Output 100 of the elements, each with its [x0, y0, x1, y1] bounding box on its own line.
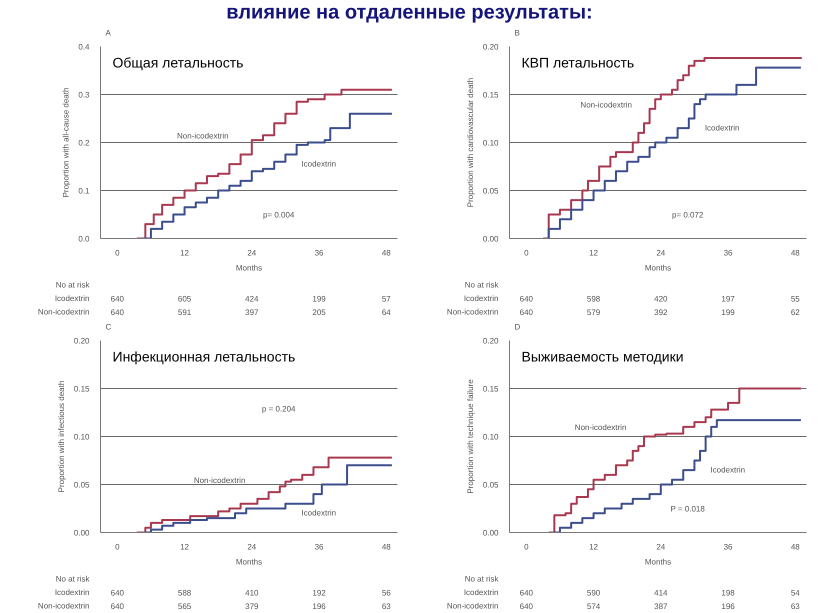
- text: 196: [312, 602, 326, 611]
- x-axis-title: Months: [644, 264, 672, 272]
- y-axis-title: Proportion with technique failure: [466, 378, 475, 494]
- text: A: [106, 28, 112, 38]
- text: Non-icodextrin: [574, 423, 626, 432]
- series-label: Icodextrin: [301, 508, 336, 518]
- text: Non-icodextrin: [177, 132, 229, 140]
- text: 574: [586, 602, 601, 611]
- text: 199: [312, 294, 326, 304]
- text: 640: [110, 308, 125, 317]
- y-tick-label: 0.05: [74, 480, 90, 490]
- y-tick-label: 0.10: [482, 432, 500, 442]
- x-tick-label: 48: [790, 542, 800, 552]
- x-tick-label: 36: [724, 248, 734, 258]
- x-tick-label: 0: [524, 542, 530, 552]
- text: Icodextrin: [54, 588, 90, 597]
- x-tick-label: 12: [589, 248, 599, 258]
- text: No at risk: [56, 280, 90, 290]
- x-tick-label: 12: [180, 542, 190, 552]
- text: No at risk: [464, 280, 500, 290]
- text: 54: [790, 588, 800, 598]
- text: 424: [245, 294, 260, 304]
- y-tick-label: 0.2: [78, 138, 90, 148]
- y-tick-label: 0.20: [482, 42, 500, 52]
- series-label: Icodextrin: [704, 124, 740, 132]
- text: 192: [312, 588, 326, 598]
- text: 62: [790, 308, 800, 317]
- y-tick-label: 0.1: [78, 186, 90, 196]
- text: 640: [520, 294, 534, 304]
- y-axis-title: Proportion with cardiovascular death: [466, 78, 475, 208]
- y-tick-label: 0.3: [78, 90, 90, 100]
- y-tick-label: 0.15: [74, 384, 90, 394]
- x-tick-label: 24: [656, 542, 666, 552]
- text: Non-icodextrin: [38, 307, 90, 316]
- text: 196: [721, 602, 736, 611]
- x-axis-title: Months: [236, 264, 262, 272]
- text: Icodextrin: [464, 294, 499, 303]
- x-tick-label: 0: [115, 542, 120, 552]
- text: 205: [312, 308, 326, 317]
- text: Non-icodextrin: [38, 601, 90, 610]
- text: D: [514, 322, 520, 332]
- y-axis-title: Proportion with all-cause death: [61, 88, 70, 198]
- text: 640: [110, 294, 125, 304]
- y-tick-label: 0.4: [78, 42, 90, 52]
- annotation: P = 0.018: [670, 504, 706, 514]
- annotation: p= 0.004: [263, 210, 295, 220]
- text: C: [106, 322, 112, 332]
- text: 588: [178, 588, 192, 598]
- text: Общая летальность: [112, 54, 244, 70]
- text: 64: [382, 308, 392, 317]
- text: 640: [520, 602, 534, 611]
- text: 640: [520, 588, 534, 598]
- text: Выживаемость методики: [522, 348, 684, 364]
- y-tick-label: 0.00: [482, 234, 500, 244]
- text: Инфекционная летальность: [112, 348, 296, 364]
- y-tick-label: 0.00: [74, 528, 90, 538]
- text: Non-icodextrin: [580, 100, 632, 110]
- text: 198: [721, 588, 736, 598]
- text: 598: [586, 294, 601, 304]
- text: 414: [654, 588, 668, 598]
- text: No at risk: [464, 574, 500, 584]
- text: 591: [178, 308, 192, 317]
- x-tick-label: 36: [724, 542, 734, 552]
- annotation: p = 0.204: [262, 404, 296, 414]
- text: 565: [178, 602, 192, 611]
- x-tick-label: 12: [180, 248, 190, 258]
- x-tick-label: 12: [589, 542, 599, 552]
- y-tick-label: 0.20: [482, 336, 500, 346]
- text: Non-icodextrin: [446, 307, 498, 316]
- text: 392: [654, 308, 668, 317]
- text: 397: [245, 308, 260, 317]
- text: 379: [245, 602, 260, 611]
- text: 640: [520, 308, 534, 317]
- text: 63: [382, 602, 392, 611]
- text: КВП летальность: [522, 54, 634, 70]
- text: Non-icodextrin: [446, 601, 498, 610]
- x-tick-label: 36: [314, 542, 324, 552]
- x-tick-label: 0: [115, 248, 120, 258]
- x-tick-label: 48: [790, 248, 800, 258]
- y-tick-label: 0.15: [482, 384, 500, 394]
- text: 605: [178, 294, 192, 304]
- y-tick-label: 0.00: [482, 528, 500, 538]
- text: No at risk: [56, 574, 90, 584]
- y-tick-label: 0.0: [78, 234, 90, 244]
- x-tick-label: 36: [314, 248, 324, 258]
- text: 56: [382, 588, 392, 598]
- text: Icodextrin: [54, 294, 90, 303]
- text: Icodextrin: [464, 588, 499, 597]
- text: 579: [586, 308, 601, 317]
- series-label: Icodextrin: [710, 466, 746, 474]
- text: 199: [721, 308, 736, 317]
- x-tick-label: 48: [382, 248, 392, 258]
- y-tick-label: 0.05: [482, 480, 500, 490]
- text: 410: [245, 588, 260, 598]
- x-tick-label: 24: [247, 248, 257, 258]
- text: 55: [790, 294, 800, 304]
- x-tick-label: 48: [382, 542, 392, 552]
- text: 640: [110, 602, 125, 611]
- text: 197: [721, 294, 736, 304]
- y-tick-label: 0.15: [482, 90, 500, 100]
